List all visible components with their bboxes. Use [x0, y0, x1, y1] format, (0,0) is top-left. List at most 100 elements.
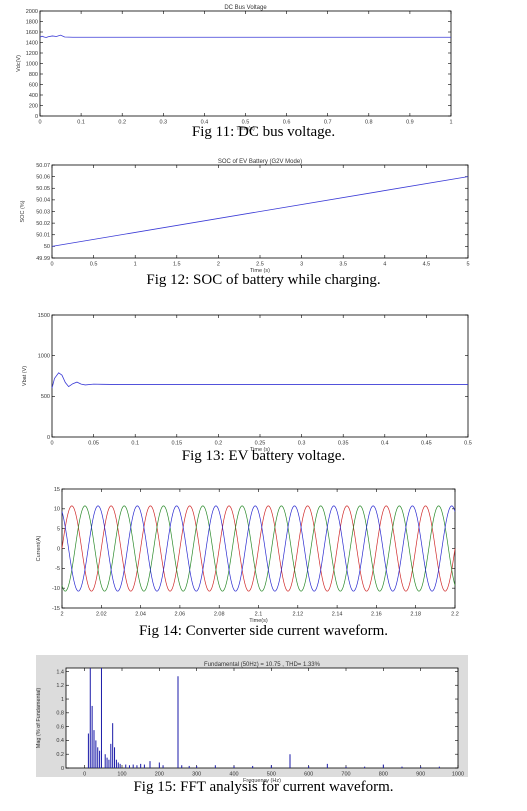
y-tick-label: 1400 — [26, 40, 38, 46]
x-tick-label: 700 — [341, 772, 350, 778]
y-tick-label: 50.05 — [36, 186, 50, 192]
series-phase-current — [61, 505, 456, 592]
x-tick-label: 3 — [300, 262, 303, 268]
figure-converter-current: 2 2.02 2.04 2.06 2.08 2.1 2.12 2.14 2.16 2.18 2.2 -… — [0, 483, 527, 643]
y-tick-label: 2000 — [26, 9, 38, 15]
x-tick-label: 2 — [217, 262, 220, 268]
x-tick-label: 0.5 — [90, 262, 98, 268]
x-tick-label: 4.5 — [423, 262, 431, 268]
y-axis-label: Vdc(V) — [16, 55, 22, 72]
y-axis-label: SOC (%) — [20, 200, 26, 222]
x-tick-label: 0.4 — [201, 120, 209, 126]
plot-area — [39, 10, 452, 117]
x-tick-label: 0.3 — [159, 120, 167, 126]
y-tick-label: 0 — [61, 766, 64, 772]
y-tick-label: 50.04 — [36, 198, 50, 204]
y-tick-label: 49.99 — [36, 256, 50, 262]
y-tick-label: 600 — [29, 82, 38, 88]
x-tick-label: 0.7 — [324, 120, 332, 126]
y-tick-label: -15 — [52, 606, 60, 612]
x-axis-label: Time (s) — [250, 447, 270, 453]
chart-fft-analysis: 0 100 200 300 400 500 600 700 800 900 1000 0 0.2 0.4 0… — [36, 655, 468, 784]
x-tick-label: 0 — [38, 120, 41, 126]
x-tick-label: 0 — [50, 262, 53, 268]
series-soc — [51, 176, 469, 247]
x-tick-label: 800 — [379, 772, 388, 778]
chart-ev-battery-voltage: 0 0.05 0.1 0.15 0.2 0.25 0.3 0.35 0.4 0.45 0.5 0 500… — [22, 313, 472, 453]
x-tick-label: 2.06 — [175, 612, 186, 618]
x-tick-label: 300 — [192, 772, 201, 778]
y-tick-label: 200 — [29, 103, 38, 109]
figure-dc-bus-voltage: 0 0.1 0.2 0.3 0.4 0.5 0.6 0.7 0.8 0.9 1 0 200 400 600 8… — [0, 0, 527, 140]
series-dc-bus-voltage — [39, 34, 451, 38]
x-tick-label: 2.04 — [135, 612, 146, 618]
x-tick-label: 0 — [83, 772, 86, 778]
x-tick-label: 2.1 — [255, 612, 263, 618]
series-phase-current — [61, 505, 456, 592]
x-tick-label: 2.18 — [410, 612, 421, 618]
x-tick-label: 0.4 — [381, 441, 389, 447]
series-battery-voltage — [51, 372, 468, 389]
x-tick-label: 0.25 — [255, 441, 266, 447]
figure-caption: Fig 14: Converter side current waveform. — [138, 623, 389, 639]
figure-caption: Fig 13: EV battery voltage. — [181, 448, 346, 464]
y-tick-label: 0.4 — [56, 738, 64, 744]
x-tick-label: 2.5 — [256, 262, 264, 268]
figure-caption: Fig 12: SOC of battery while charging. — [146, 272, 381, 288]
x-tick-label: 1 — [134, 262, 137, 268]
x-tick-label: 0.5 — [464, 441, 472, 447]
x-tick-label: 0.15 — [171, 441, 182, 447]
x-tick-label: 0.1 — [77, 120, 85, 126]
y-tick-label: 50.03 — [36, 209, 50, 215]
x-tick-label: 2.16 — [371, 612, 382, 618]
chart-title: DC Bus Voltage — [224, 5, 267, 11]
y-tick-label: 500 — [41, 394, 50, 400]
y-tick-label: 1.2 — [56, 683, 64, 689]
x-tick-label: 0.1 — [131, 441, 139, 447]
x-tick-label: 200 — [155, 772, 164, 778]
series-phase-current — [61, 505, 456, 592]
x-axis-label: Time(s) — [249, 618, 268, 624]
y-tick-label: 0.2 — [56, 752, 64, 758]
y-axis-label: Mag (% of Fundamental) — [36, 688, 42, 749]
x-tick-label: 400 — [229, 772, 238, 778]
figure-fft-analysis: 0 100 200 300 400 500 600 700 800 900 1000 0 0.2 0.4 0… — [0, 655, 527, 811]
chart-converter-current: 2 2.02 2.04 2.06 2.08 2.1 2.12 2.14 2.16 2.18 2.2 -… — [36, 487, 459, 624]
x-tick-label: 0.35 — [338, 441, 349, 447]
chart-title: SOC of EV Battery (G2V Mode) — [218, 159, 302, 165]
x-axis-label: Time(s) — [236, 126, 255, 132]
x-tick-label: 2.08 — [214, 612, 225, 618]
x-tick-label: 2 — [60, 612, 63, 618]
y-tick-label: 50.06 — [36, 174, 50, 180]
figure-caption: Fig 11: DC bus voltage. — [191, 124, 336, 140]
figure-ev-battery-voltage: 0 0.05 0.1 0.15 0.2 0.25 0.3 0.35 0.4 0.45 0.5 0 500… — [0, 308, 527, 468]
y-tick-label: 0.6 — [56, 724, 64, 730]
chart-title: Fundamental (50Hz) = 10.75 , THD= 1.33% — [204, 662, 321, 668]
y-tick-label: 1600 — [26, 30, 38, 36]
x-tick-label: 2.02 — [96, 612, 107, 618]
y-tick-label: 1.4 — [56, 669, 64, 675]
x-axis-label: Frequency (Hz) — [243, 778, 281, 784]
x-tick-label: 2.14 — [332, 612, 343, 618]
x-tick-label: 0.2 — [215, 441, 223, 447]
figure-battery-soc: 0 0.5 1 1.5 2 2.5 3 3.5 4 4.5 5 49.99 50 50.01 50.02 50… — [0, 155, 527, 295]
figure-caption: Fig 15: FFT analysis for current wavefor… — [133, 779, 394, 795]
x-tick-label: 0.5 — [242, 120, 250, 126]
x-tick-label: 0.05 — [88, 441, 99, 447]
plot-area — [65, 667, 459, 769]
x-tick-label: 0.6 — [283, 120, 291, 126]
x-tick-label: 4 — [383, 262, 386, 268]
x-tick-label: 0.9 — [406, 120, 414, 126]
x-tick-label: 1.5 — [173, 262, 181, 268]
x-tick-label: 500 — [267, 772, 276, 778]
y-tick-label: 1500 — [38, 313, 50, 319]
y-tick-label: 15 — [54, 487, 60, 493]
y-tick-label: 5 — [57, 527, 60, 533]
y-tick-label: 50.01 — [36, 233, 50, 239]
y-tick-label: 400 — [29, 93, 38, 99]
y-tick-label: 1800 — [26, 19, 38, 25]
x-axis-label: Time (s) — [250, 268, 270, 274]
x-tick-label: 100 — [117, 772, 126, 778]
y-tick-label: -10 — [52, 586, 60, 592]
x-tick-label: 1000 — [452, 772, 464, 778]
